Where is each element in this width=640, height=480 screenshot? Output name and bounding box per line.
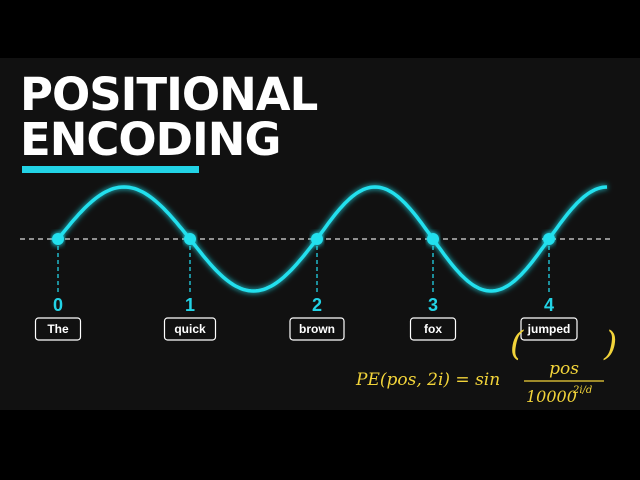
word: jumped — [527, 322, 571, 336]
formula: PE(pos, 2i) = sin ( pos 10000 2i/d ) — [355, 324, 617, 406]
paren-right: ) — [603, 324, 617, 364]
word-box — [34, 317, 82, 341]
paren-left: ( — [510, 324, 524, 364]
tokens: 0 The 1 quick 2 brown 3 fox 4 jumped — [34, 233, 578, 341]
position-number: 0 — [53, 295, 63, 315]
position-dot — [52, 233, 64, 245]
word-box — [520, 317, 578, 341]
word-box — [409, 317, 457, 341]
position-number: 2 — [312, 295, 322, 315]
formula-numerator: pos — [549, 359, 579, 379]
position-dot — [543, 233, 555, 245]
word-box — [163, 317, 217, 341]
title-line-2: ENCODING — [20, 113, 280, 166]
word-box — [289, 317, 345, 341]
sine-wave — [53, 185, 608, 293]
word: The — [47, 322, 69, 336]
position-dot — [311, 233, 323, 245]
title-line-1: POSITIONAL — [20, 68, 318, 121]
word: quick — [174, 322, 206, 336]
position-number: 1 — [185, 295, 195, 315]
word: brown — [299, 322, 335, 336]
position-dot — [427, 233, 439, 245]
formula-lhs: PE(pos, 2i) = sin — [355, 370, 500, 390]
formula-denominator: 10000 — [526, 387, 577, 406]
position-number: 4 — [544, 295, 554, 315]
word: fox — [424, 322, 442, 336]
position-dot — [184, 233, 196, 245]
title-underline — [22, 166, 199, 173]
position-number: 3 — [428, 295, 438, 315]
formula-exponent: 2i/d — [572, 385, 592, 396]
